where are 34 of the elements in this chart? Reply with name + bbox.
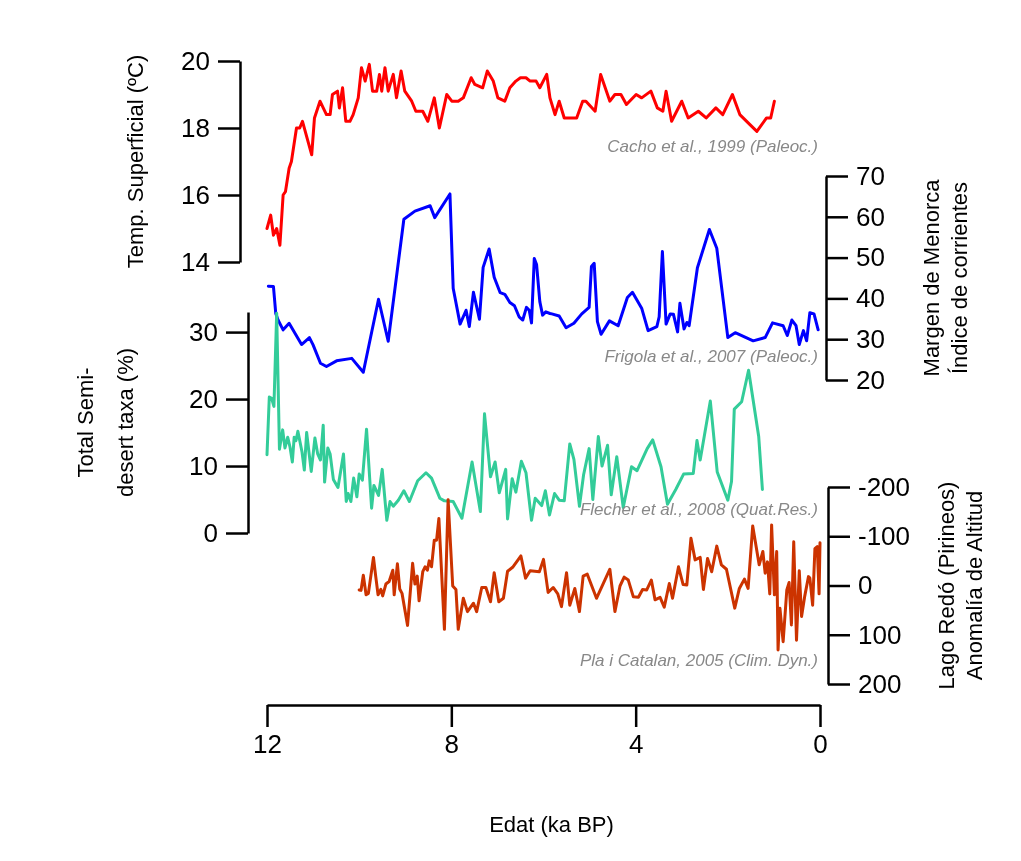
x-tick-label: 4 [628, 729, 644, 760]
y-tick-label: 16 [181, 179, 210, 210]
y-axis-title: Total Semi- desert taxa (%) [72, 347, 138, 498]
y-tick-label: 30 [189, 316, 218, 347]
y-tick-label: 14 [181, 246, 210, 277]
y2-tick-label: -100 [858, 521, 911, 552]
annotation: Pla i Catalan, 2005 (Clim. Dyn.) [579, 651, 818, 670]
y2-tick-label: 70 [856, 160, 885, 191]
annotation: Cacho et al., 1999 (Paleoc.) [607, 137, 818, 156]
y-tick-label: 18 [181, 112, 210, 143]
y-tick-label: 20 [189, 383, 218, 414]
x-tick-label: 12 [253, 729, 282, 760]
line-series [266, 192, 820, 374]
y-tick-label: 20 [181, 45, 210, 76]
x-tick-label: 8 [444, 729, 460, 760]
y2-axis-title: Margen de Menorca Índice de corrientes [918, 178, 972, 377]
y2-tick-label: -200 [858, 471, 911, 502]
annotation: Flecher et al., 2008 (Quat.Res.) [579, 500, 818, 519]
line-series [357, 498, 822, 652]
x-axis-title: Edat (ka BP) [489, 812, 614, 837]
y2-tick-label: 0 [858, 570, 873, 601]
y2-axis-title: Lago Redó (Pirineos) Anomalía de Altitud [933, 481, 987, 690]
y2-tick-label: 20 [856, 364, 885, 395]
y-tick-label: 0 [203, 517, 218, 548]
y2-tick-label: 40 [856, 283, 885, 314]
y2-tick-label: 50 [856, 242, 885, 273]
y2-tick-label: 200 [858, 668, 902, 699]
y2-tick-label: 30 [856, 324, 885, 355]
y2-tick-label: 100 [858, 619, 902, 650]
annotation: Frigola et al., 2007 (Paleoc.) [604, 347, 818, 366]
y-tick-label: 10 [189, 450, 218, 481]
y2-tick-label: 60 [856, 201, 885, 232]
y-axis-title: Temp. Superficial (ºC) [122, 54, 148, 269]
x-tick-label: 0 [813, 729, 828, 760]
